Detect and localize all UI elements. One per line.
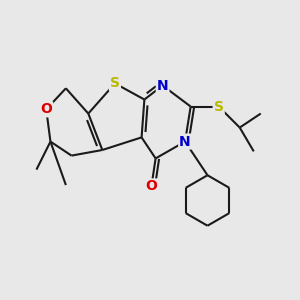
Text: N: N bbox=[179, 135, 191, 148]
Text: N: N bbox=[157, 79, 168, 92]
Text: O: O bbox=[40, 102, 52, 116]
Text: O: O bbox=[146, 179, 157, 194]
Text: S: S bbox=[214, 100, 224, 113]
Text: S: S bbox=[110, 76, 120, 90]
